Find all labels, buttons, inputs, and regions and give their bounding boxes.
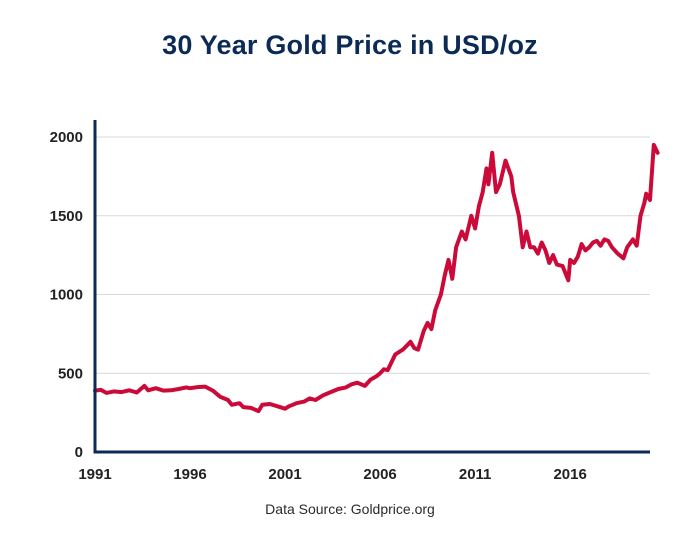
x-tick-label: 1996 [173,466,206,483]
x-tick-label: 2011 [459,466,492,483]
x-tick-label: 2001 [268,466,301,483]
y-axis-ticks: 0 500 1000 1500 2000 [50,129,83,461]
y-tick-label: 1000 [50,287,83,304]
x-tick-label: 2006 [363,466,396,483]
x-tick-label: 1991 [78,466,111,483]
y-tick-label: 0 [75,444,83,461]
x-axis-ticks: 1991 1996 2001 2006 2011 2016 [78,466,587,483]
chart-title: 30 Year Gold Price in USD/oz [162,30,538,60]
y-tick-label: 500 [58,365,83,382]
data-source-note: Data Source: Goldprice.org [265,501,435,517]
y-tick-label: 1500 [50,208,83,225]
gridlines [95,136,650,374]
gold-price-series-line [93,142,660,414]
x-tick-label: 2016 [553,466,586,483]
y-tick-label: 2000 [50,129,83,146]
